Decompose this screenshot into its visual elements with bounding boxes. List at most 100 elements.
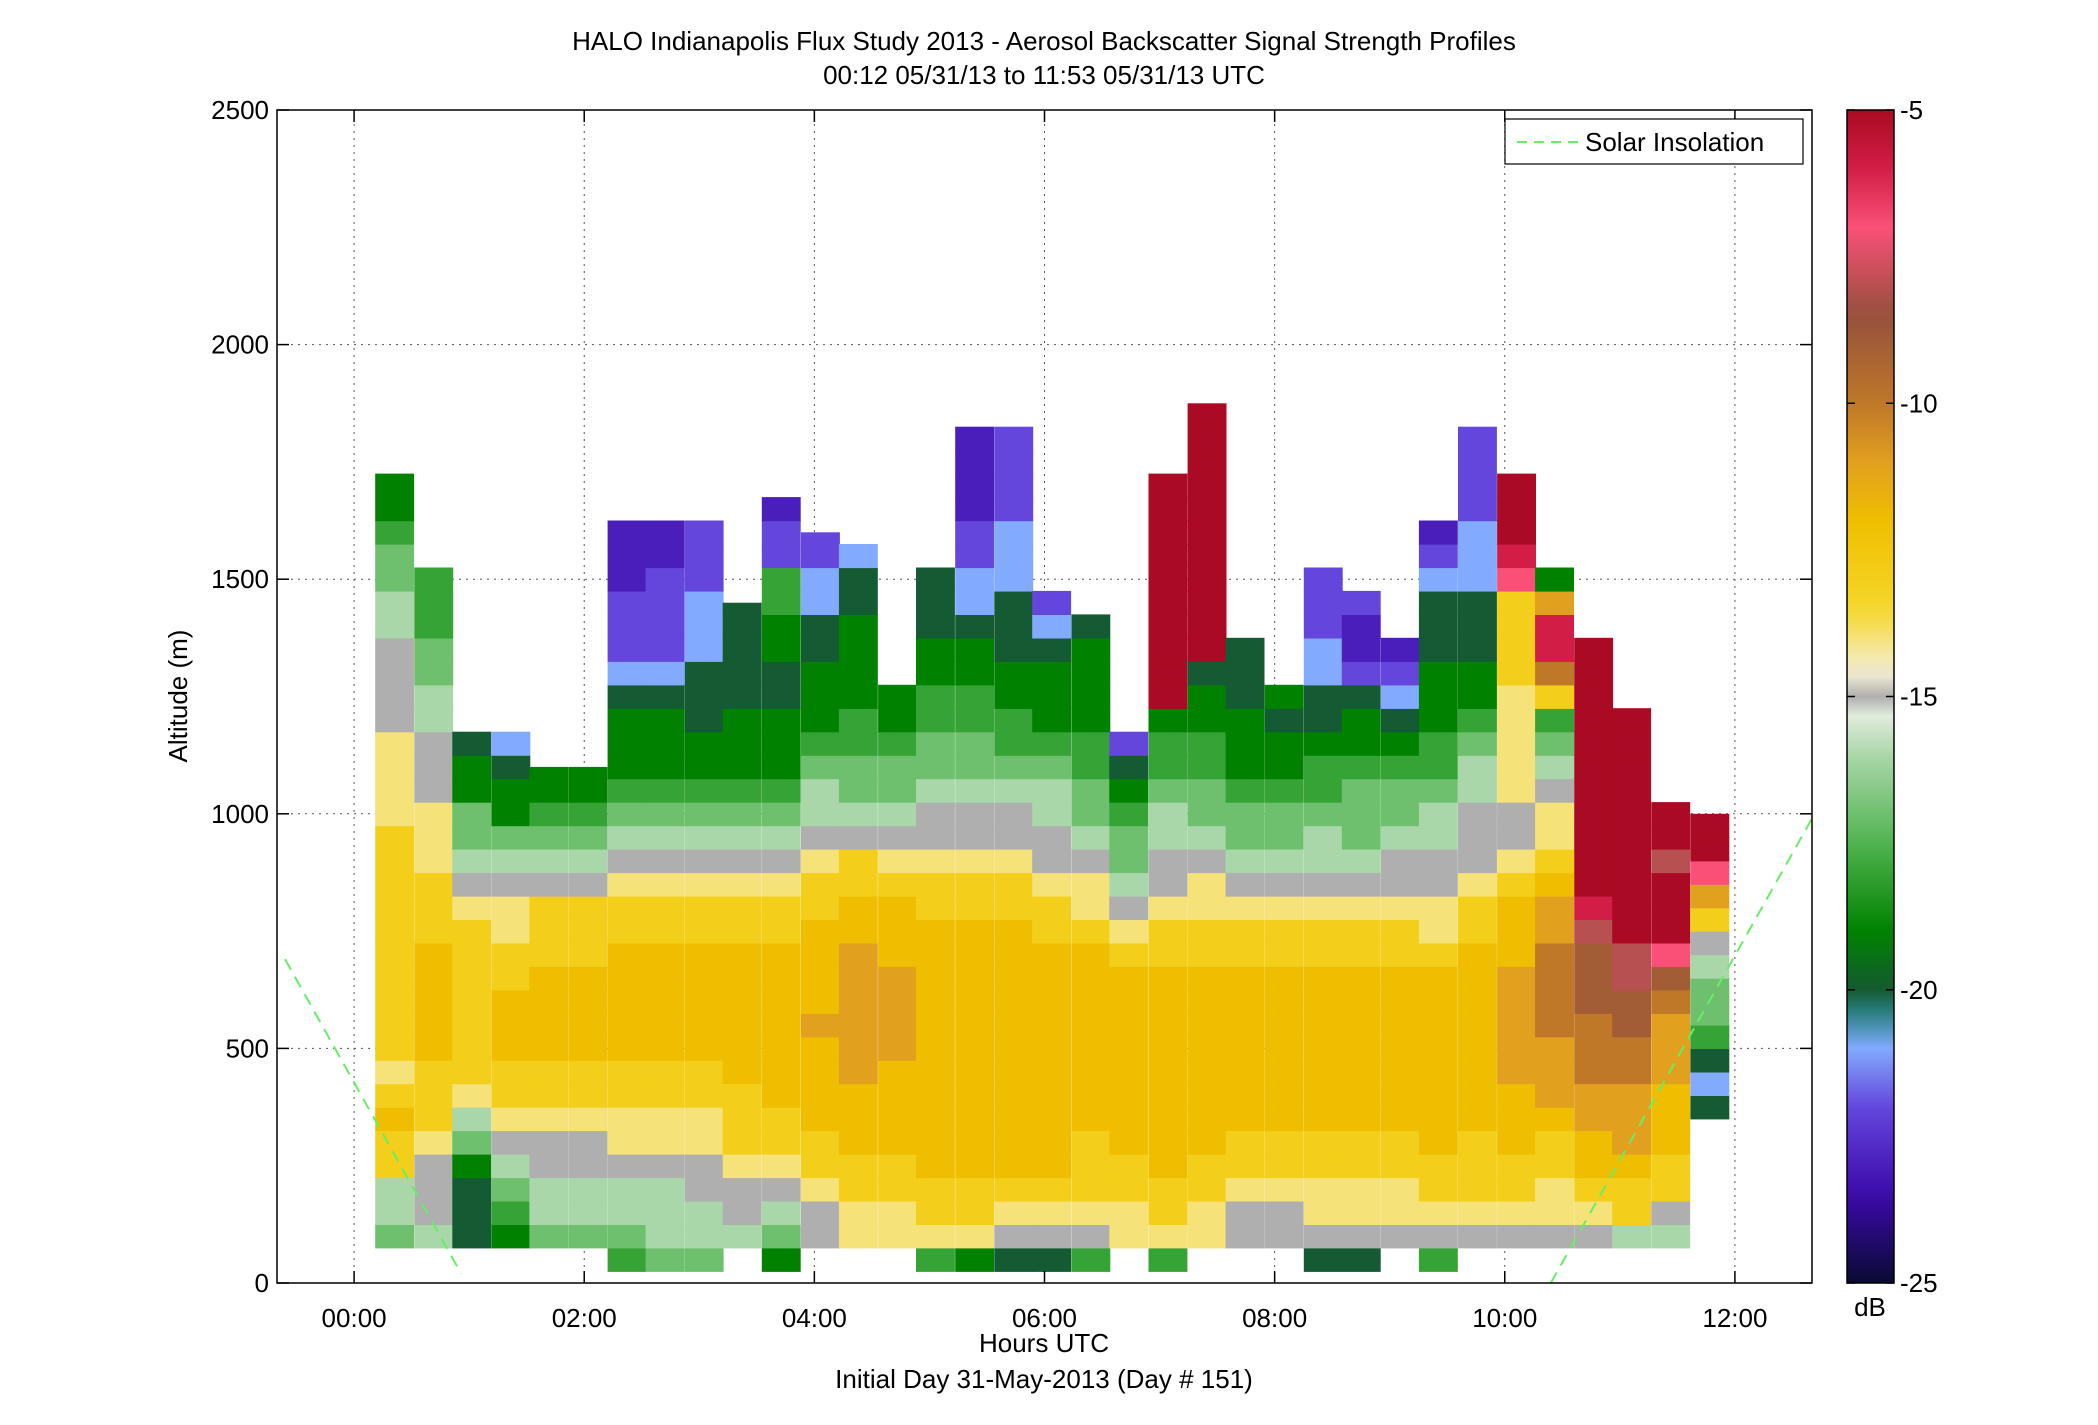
heatmap-cell bbox=[414, 989, 454, 1014]
heatmap-cell bbox=[1651, 895, 1691, 920]
heatmap-cell bbox=[607, 919, 647, 944]
heatmap-cell bbox=[568, 1060, 608, 1085]
heatmap-cell bbox=[1612, 1154, 1652, 1179]
heatmap-cell bbox=[1264, 1083, 1304, 1108]
heatmap-cell bbox=[1225, 802, 1265, 827]
heatmap-cell bbox=[1574, 1224, 1614, 1249]
heatmap-cell bbox=[1418, 684, 1458, 709]
heatmap-cell bbox=[1574, 1107, 1614, 1132]
heatmap-cell bbox=[452, 895, 492, 920]
heatmap-cell bbox=[607, 1013, 647, 1038]
heatmap-cell bbox=[1690, 813, 1730, 838]
solar-insolation-segment bbox=[1549, 818, 1812, 1283]
heatmap-cell bbox=[1187, 849, 1227, 874]
legend-solar-label: Solar Insolation bbox=[1585, 127, 1764, 157]
heatmap-cell bbox=[1341, 755, 1381, 780]
heatmap-cell bbox=[568, 802, 608, 827]
heatmap-cell bbox=[1264, 1177, 1304, 1202]
heatmap-cell bbox=[878, 1083, 917, 1108]
heatmap-cell bbox=[529, 1060, 569, 1085]
heatmap-cell bbox=[722, 1013, 762, 1038]
heatmap-cell bbox=[568, 942, 608, 967]
heatmap-cell bbox=[607, 778, 647, 803]
heatmap-cell bbox=[955, 520, 995, 545]
heatmap-cell bbox=[414, 802, 454, 827]
heatmap-cell bbox=[1574, 849, 1614, 874]
heatmap-cell bbox=[1264, 895, 1304, 920]
heatmap-cell bbox=[1109, 942, 1149, 967]
heatmap-cell bbox=[1148, 497, 1188, 522]
heatmap-cell bbox=[1187, 544, 1227, 569]
heatmap-cell bbox=[761, 825, 801, 850]
heatmap-cell bbox=[1341, 895, 1381, 920]
heatmap-cell bbox=[568, 895, 608, 920]
heatmap-cell bbox=[1264, 849, 1304, 874]
heatmap-cell bbox=[491, 825, 531, 850]
heatmap-cell bbox=[878, 755, 917, 780]
heatmap-cell bbox=[994, 849, 1034, 874]
heatmap-cell bbox=[1651, 1200, 1691, 1225]
heatmap-cell bbox=[1497, 895, 1536, 920]
heatmap-cell bbox=[1032, 989, 1072, 1014]
heatmap-cell bbox=[1574, 825, 1614, 850]
heatmap-cell bbox=[916, 661, 955, 686]
heatmap-cell bbox=[838, 778, 878, 803]
heatmap-cell bbox=[761, 966, 801, 991]
heatmap-cell bbox=[1535, 895, 1574, 920]
heatmap-cell bbox=[1458, 473, 1497, 498]
heatmap-cell bbox=[1032, 1060, 1072, 1085]
heatmap-cell bbox=[1535, 637, 1574, 662]
heatmap-cell bbox=[1187, 684, 1227, 709]
heatmap-cell bbox=[838, 684, 878, 709]
heatmap-cell bbox=[878, 872, 917, 897]
heatmap-cell bbox=[1612, 1130, 1652, 1155]
x-tick-label: 06:00 bbox=[1012, 1303, 1077, 1333]
heatmap-cell bbox=[1225, 895, 1265, 920]
heatmap-cell bbox=[1109, 1154, 1149, 1179]
heatmap-cell bbox=[878, 1036, 917, 1061]
heatmap-cell bbox=[452, 1154, 492, 1179]
heatmap-cell bbox=[1264, 1013, 1304, 1038]
heatmap-cell bbox=[1341, 1107, 1381, 1132]
heatmap-cell bbox=[529, 919, 569, 944]
heatmap-cell bbox=[1690, 860, 1730, 885]
heatmap-cell bbox=[414, 1083, 454, 1108]
heatmap-cell bbox=[1264, 731, 1304, 756]
heatmap-cell bbox=[1303, 825, 1343, 850]
heatmap-cell bbox=[838, 544, 878, 569]
heatmap-cell bbox=[607, 1130, 647, 1155]
heatmap-cell bbox=[414, 614, 454, 639]
heatmap-cell bbox=[529, 1154, 569, 1179]
heatmap-cell bbox=[1497, 614, 1536, 639]
heatmap-cell bbox=[1071, 825, 1111, 850]
heatmap-cell bbox=[1612, 895, 1652, 920]
heatmap-cell bbox=[722, 849, 762, 874]
heatmap-cell bbox=[838, 1036, 878, 1061]
heatmap-cell bbox=[916, 1200, 955, 1225]
heatmap-cell bbox=[1109, 1177, 1149, 1202]
heatmap-cell bbox=[1418, 661, 1458, 686]
heatmap-cell bbox=[607, 1036, 647, 1061]
heatmap-cell bbox=[1418, 989, 1458, 1014]
heatmap-cell bbox=[1148, 755, 1188, 780]
heatmap-cell bbox=[375, 1177, 415, 1202]
heatmap-cell bbox=[955, 544, 995, 569]
heatmap-cell bbox=[801, 1083, 840, 1108]
heatmap-cell bbox=[1497, 825, 1536, 850]
heatmap-cell bbox=[1303, 778, 1343, 803]
heatmap-cell bbox=[414, 825, 454, 850]
heatmap-cell bbox=[1071, 1154, 1111, 1179]
heatmap-cell bbox=[916, 802, 955, 827]
heatmap-cell bbox=[1612, 731, 1652, 756]
heatmap-cell bbox=[1458, 450, 1497, 475]
heatmap-cell bbox=[1148, 567, 1188, 592]
heatmap-cell bbox=[1380, 1036, 1420, 1061]
heatmap-cell bbox=[1303, 1224, 1343, 1249]
heatmap-cell bbox=[1187, 919, 1227, 944]
heatmap-cell bbox=[1458, 966, 1497, 991]
heatmap-cell bbox=[1148, 520, 1188, 545]
heatmap-cell bbox=[916, 872, 955, 897]
heatmap-cell bbox=[414, 637, 454, 662]
heatmap-cell bbox=[1574, 1200, 1614, 1225]
heatmap-cell bbox=[838, 849, 878, 874]
